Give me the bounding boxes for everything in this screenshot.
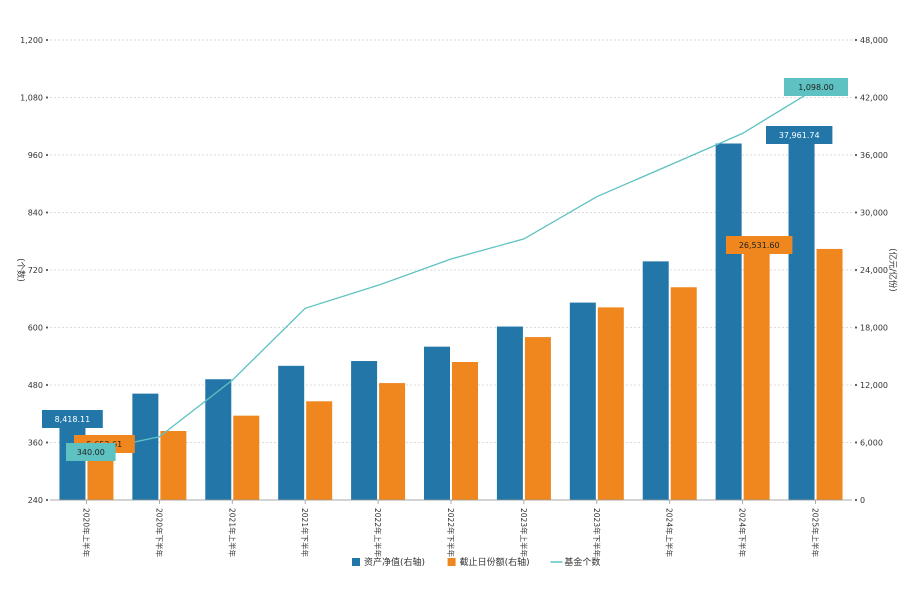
right-axis-title: (亿元/亿份) — [887, 248, 898, 292]
left-tick-label: 600 — [28, 324, 43, 333]
bar-asset-net-value — [715, 143, 742, 500]
bar-share — [306, 401, 333, 500]
right-tick-mark — [854, 326, 858, 329]
right-tick-label: 12,000 — [860, 381, 888, 390]
x-tick-label: 2022年下半年 — [446, 508, 456, 558]
legend-label: 截止日份额(右轴) — [460, 556, 530, 568]
right-tick-mark — [854, 441, 858, 444]
left-tick-label: 720 — [28, 266, 43, 275]
left-tick-mark — [45, 38, 49, 42]
right-tick-label: 0 — [860, 496, 865, 505]
callout-label: 340.00 — [77, 448, 105, 457]
x-tick-label: 2020年上半年 — [81, 508, 91, 558]
x-tick-label: 2022年上半年 — [373, 508, 383, 558]
left-tick-mark — [45, 441, 49, 444]
bar-asset-net-value — [205, 379, 232, 500]
right-tick-mark — [854, 96, 858, 99]
left-axis-title: (个数) — [15, 258, 26, 282]
x-tick-label: 2023年上半年 — [519, 508, 529, 558]
x-tick-label: 2021年下半年 — [300, 508, 310, 558]
bar-share — [524, 337, 551, 500]
right-tick-label: 18,000 — [860, 324, 888, 333]
bar-asset-net-value — [642, 261, 669, 500]
right-tick-label: 42,000 — [860, 94, 888, 103]
left-tick-mark — [45, 383, 49, 387]
right-tick-mark — [854, 383, 858, 387]
bar-asset-net-value — [351, 361, 378, 500]
line-fund-count — [86, 88, 816, 453]
left-tick-label: 480 — [28, 381, 43, 390]
left-tick-label: 1,200 — [20, 36, 43, 45]
right-tick-mark — [854, 211, 858, 214]
bar-share — [233, 415, 260, 500]
left-tick-mark — [45, 153, 49, 157]
callout-label: 37,961.74 — [779, 131, 820, 140]
bar-share — [597, 307, 624, 500]
left-tick-mark — [45, 498, 49, 502]
x-tick-label: 2024年上半年 — [665, 508, 675, 558]
left-tick-label: 960 — [28, 151, 43, 160]
callouts: 8,418.115,652.61340.0037,961.7426,531.60… — [42, 78, 848, 461]
bar-asset-net-value — [788, 136, 815, 500]
x-tick-label: 2023年下半年 — [592, 508, 602, 558]
left-tick-mark — [45, 211, 49, 214]
bar-share — [743, 245, 770, 500]
left-tick-label: 1,080 — [20, 94, 43, 103]
callout-box — [42, 410, 103, 428]
bar-asset-net-value — [132, 393, 159, 500]
callout-label: 1,098.00 — [798, 83, 834, 92]
legend-label: 资产净值(右轴) — [364, 556, 425, 568]
right-tick-mark — [854, 498, 858, 502]
x-tick-label: 2024年下半年 — [738, 508, 748, 558]
bar-share — [816, 248, 843, 500]
right-tick-mark — [854, 153, 858, 157]
bar-asset-net-value — [424, 346, 450, 500]
legend-swatch — [352, 558, 360, 566]
legend-label: 基金个数 — [564, 556, 600, 568]
right-tick-mark — [854, 268, 858, 272]
callout-box — [766, 126, 833, 144]
left-tick-mark — [45, 326, 49, 329]
line-series — [86, 88, 816, 453]
bar-share — [160, 431, 187, 500]
left-tick-mark — [45, 96, 49, 99]
x-tick-label: 2020年下半年 — [154, 508, 164, 558]
left-tick-label: 240 — [28, 496, 43, 505]
right-tick-mark — [854, 38, 858, 42]
bar-asset-net-value — [569, 302, 596, 500]
callout-box — [66, 443, 116, 461]
right-tick-label: 48,000 — [860, 36, 888, 45]
left-tick-label: 360 — [28, 439, 43, 448]
axes: 240 0 360 6,000 480 12,000 600 18,000 720 24,000 8… — [15, 36, 898, 558]
right-tick-label: 24,000 — [860, 266, 888, 275]
legend[interactable]: 资产净值(右轴) 截止日份额(右轴) 基金个数 — [352, 556, 600, 568]
left-tick-label: 840 — [28, 209, 43, 218]
callout-box — [784, 78, 848, 96]
bar-asset-net-value — [278, 365, 305, 500]
callout-label: 8,418.11 — [55, 415, 91, 424]
callout-box — [726, 236, 793, 254]
x-tick-label: 2021年上半年 — [227, 508, 237, 558]
bars — [59, 136, 843, 500]
bar-share — [379, 383, 406, 500]
callout-label: 26,531.60 — [739, 241, 780, 250]
legend-swatch — [447, 558, 456, 566]
bar-share — [670, 287, 697, 500]
right-tick-label: 36,000 — [860, 151, 888, 160]
bar-share — [452, 362, 478, 500]
right-tick-label: 30,000 — [860, 209, 888, 218]
bar-asset-net-value — [496, 326, 523, 500]
right-tick-label: 6,000 — [860, 439, 883, 448]
left-tick-mark — [45, 268, 49, 272]
x-tick-label: 2025年上半年 — [811, 508, 821, 558]
